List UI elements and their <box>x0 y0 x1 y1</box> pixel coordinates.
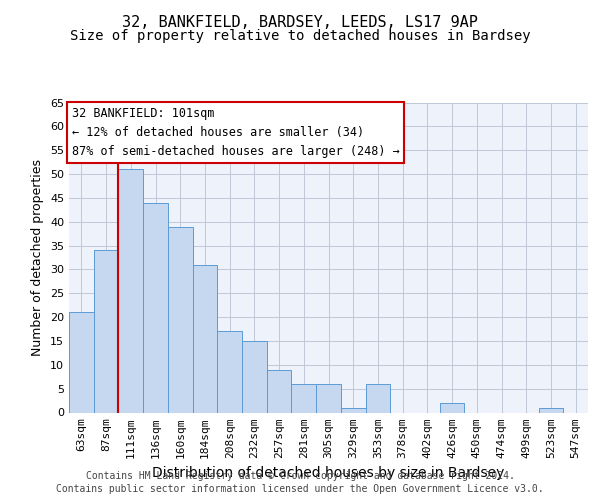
Text: 32 BANKFIELD: 101sqm
← 12% of detached houses are smaller (34)
87% of semi-detac: 32 BANKFIELD: 101sqm ← 12% of detached h… <box>71 107 400 158</box>
Text: Contains public sector information licensed under the Open Government Licence v3: Contains public sector information licen… <box>56 484 544 494</box>
Bar <box>168 226 193 412</box>
X-axis label: Distribution of detached houses by size in Bardsey: Distribution of detached houses by size … <box>152 466 505 480</box>
Text: Contains HM Land Registry data © Crown copyright and database right 2024.: Contains HM Land Registry data © Crown c… <box>86 471 514 481</box>
Bar <box>217 332 242 412</box>
Bar <box>94 250 118 412</box>
Bar <box>143 202 168 412</box>
Bar <box>365 384 390 412</box>
Bar <box>539 408 563 412</box>
Bar <box>267 370 292 412</box>
Bar <box>193 264 217 412</box>
Bar <box>69 312 94 412</box>
Bar <box>316 384 341 412</box>
Bar <box>341 408 365 412</box>
Bar <box>292 384 316 412</box>
Y-axis label: Number of detached properties: Number of detached properties <box>31 159 44 356</box>
Text: 32, BANKFIELD, BARDSEY, LEEDS, LS17 9AP: 32, BANKFIELD, BARDSEY, LEEDS, LS17 9AP <box>122 15 478 30</box>
Bar <box>440 403 464 412</box>
Text: Size of property relative to detached houses in Bardsey: Size of property relative to detached ho… <box>70 29 530 43</box>
Bar <box>118 170 143 412</box>
Bar <box>242 341 267 412</box>
